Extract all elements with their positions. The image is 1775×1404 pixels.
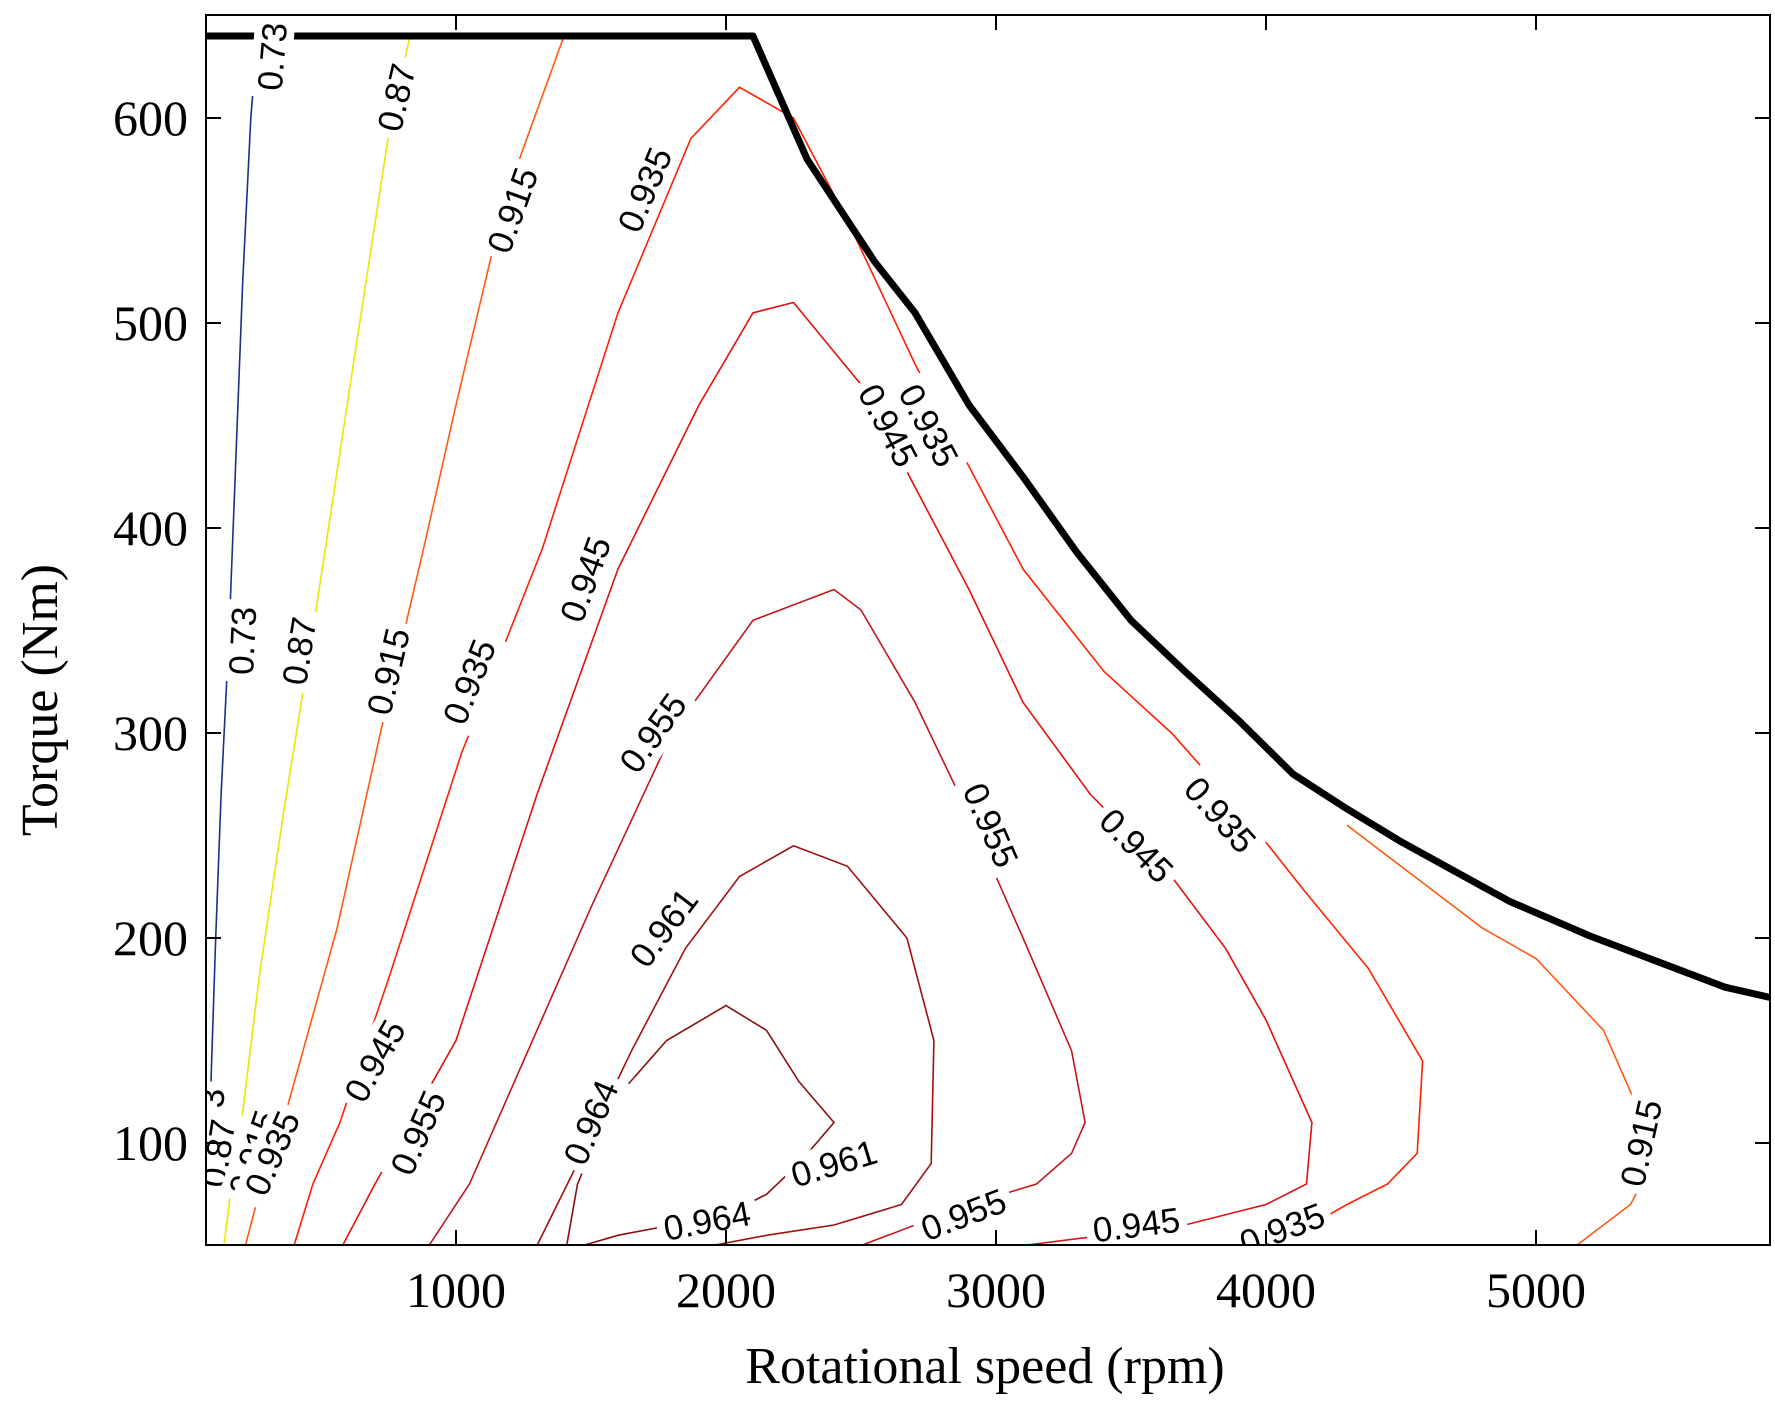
y-tick-label: 500 (113, 295, 188, 351)
contour-label-background (1227, 1192, 1337, 1245)
y-tick-label: 200 (113, 910, 188, 966)
contour-label: 0.73 (251, 21, 295, 92)
contour-label-group: 0.945 (1083, 1198, 1190, 1245)
contour-line-0_935-4 (293, 86, 1424, 1245)
contour-label-background (357, 617, 420, 726)
contour-label-background (779, 1129, 889, 1198)
contour-label-background (379, 1078, 457, 1188)
contour-label-background (1171, 763, 1269, 867)
contour-label-background (1610, 1089, 1672, 1197)
contour-line-0_961-7 (536, 844, 935, 1245)
contour-label: 0.73 (222, 606, 264, 676)
contour-label-background (273, 607, 326, 695)
contour-label-background (607, 135, 683, 245)
y-axis-label: Torque (Nm) (12, 564, 69, 836)
max-torque-envelope-line (206, 32, 1770, 1002)
contour-label-background (887, 371, 970, 480)
contour-label-background (432, 627, 507, 737)
x-tick-label: 4000 (1216, 1262, 1316, 1318)
axis-ticks (206, 15, 1770, 1245)
max-torque-envelope-group (206, 32, 1770, 1002)
contour-label-background (549, 525, 622, 634)
y-tick-label: 300 (113, 705, 188, 761)
x-axis-label: Rotational speed (rpm) (745, 1338, 1224, 1395)
contour-label-background (332, 1007, 418, 1115)
axis-tick-labels: 1000 2000 3000 4000 5000 100 200 300 400 500 600 (113, 90, 1586, 1318)
x-tick-label: 3000 (946, 1262, 1046, 1318)
contour-label-background (846, 371, 930, 480)
contour-label-background (367, 53, 426, 142)
contour-label-background (249, 15, 296, 100)
x-tick-label: 5000 (1486, 1262, 1586, 1318)
contour-line-0_945-5 (341, 301, 1313, 1245)
contour-label-group: 0.73 (249, 15, 296, 100)
contour-label-group: 0.87 (367, 53, 426, 142)
contour-label-background (951, 771, 1030, 880)
contour-line-0_955-6 (428, 588, 1086, 1245)
x-tick-label: 2000 (676, 1262, 776, 1318)
contour-label-background (476, 156, 549, 265)
contour-label-background (617, 875, 711, 981)
contour-label-group: 0.73 (220, 598, 265, 683)
contour-label-background (1086, 795, 1187, 896)
y-tick-label: 400 (113, 500, 188, 556)
plot-frame (205, 14, 1771, 1246)
contour-label-group: 0.87 (273, 607, 326, 695)
contour-label-background (1083, 1198, 1190, 1245)
contour-label-background (233, 1099, 312, 1208)
contour-label-background (653, 1191, 761, 1245)
y-tick-label: 100 (113, 1115, 188, 1171)
contour-label-background (909, 1178, 1018, 1245)
contour-label-background (607, 680, 699, 786)
contour-label-background (220, 598, 265, 683)
y-tick-label: 600 (113, 90, 188, 146)
x-tick-label: 1000 (406, 1262, 506, 1318)
contour-label-background (552, 1068, 630, 1177)
